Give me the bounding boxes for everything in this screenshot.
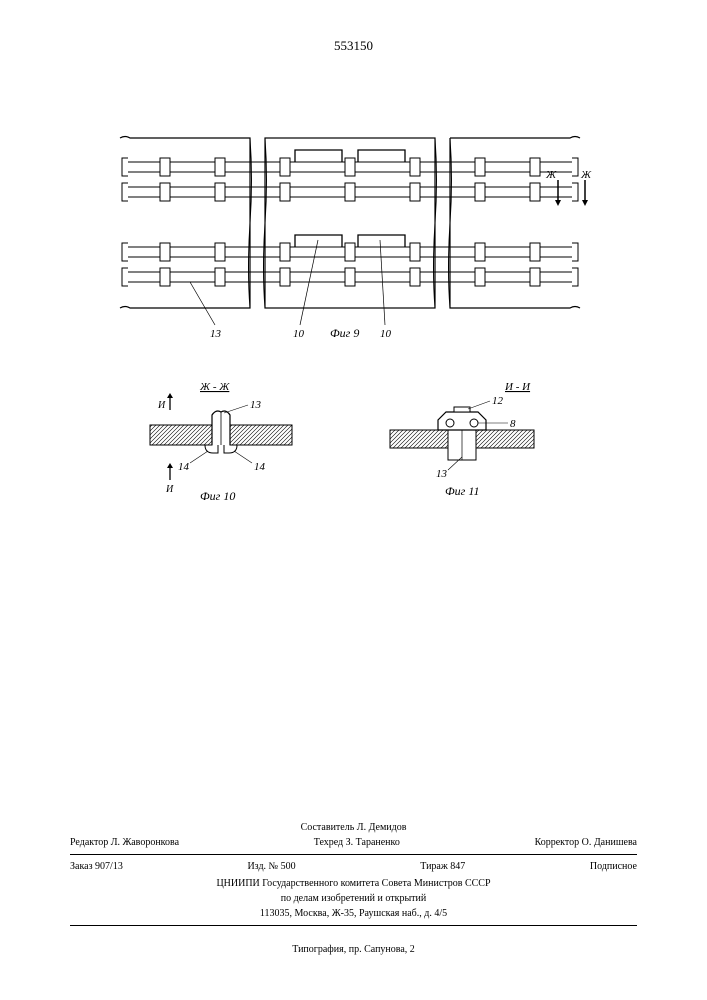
fig10-caption: Фиг 10 [200, 489, 235, 503]
footer-org2: по делам изобретений и открытий [70, 891, 637, 906]
fig10-cut-top: И [157, 400, 166, 411]
fig9-caption: Фиг 9 [330, 326, 359, 340]
fig10-label-14l: 14 [178, 461, 190, 473]
section-marker-zh-right: Ж [580, 169, 592, 181]
footer-techred: Техред З. Тараненко [314, 835, 400, 850]
fig11-label-13: 13 [436, 468, 448, 480]
fig11-label-12: 12 [492, 395, 504, 407]
footer-podpisnoe: Подписное [590, 859, 637, 874]
fig9-label-10a: 10 [293, 328, 305, 340]
figures-container: Ж Ж 13 10 10 Фиг 9 Ж - Ж И [100, 130, 600, 610]
fig9-label-13: 13 [210, 328, 222, 340]
footer-typography: Типография, пр. Сапунова, 2 [0, 944, 707, 955]
fig11-label-8: 8 [510, 418, 516, 430]
fig11: И - И 12 8 13 Фиг 11 [390, 381, 534, 498]
footer-corrector: Корректор О. Данишева [535, 835, 637, 850]
footer-compiler: Составитель Л. Демидов [70, 820, 637, 835]
fig10-label-14r: 14 [254, 461, 266, 473]
fig10-section-title: Ж - Ж [199, 381, 230, 393]
footer: Составитель Л. Демидов Редактор Л. Жавор… [70, 820, 637, 930]
fig10-cut-bottom: И [165, 484, 174, 495]
fig10-label-13: 13 [250, 399, 262, 411]
fig11-caption: Фиг 11 [445, 484, 479, 498]
footer-org1: ЦНИИПИ Государственного комитета Совета … [70, 876, 637, 891]
section-marker-zh-left: Ж [545, 169, 557, 181]
footer-address: 113035, Москва, Ж-35, Раушская наб., д. … [70, 906, 637, 921]
footer-editor: Редактор Л. Жаворонкова [70, 835, 179, 850]
footer-tirazh: Тираж 847 [420, 859, 465, 874]
fig11-section-title: И - И [504, 381, 531, 393]
fig10: Ж - Ж И 13 14 14 [150, 381, 292, 503]
fig9: Ж Ж 13 10 10 Фиг 9 [120, 137, 592, 341]
patent-number: 553150 [334, 38, 373, 54]
footer-rule-2 [70, 925, 637, 926]
footer-izd: Изд. № 500 [247, 859, 295, 874]
footer-order: Заказ 907/13 [70, 859, 123, 874]
figures-svg: Ж Ж 13 10 10 Фиг 9 Ж - Ж И [100, 130, 600, 610]
footer-rule-1 [70, 854, 637, 855]
fig9-label-10b: 10 [380, 328, 392, 340]
